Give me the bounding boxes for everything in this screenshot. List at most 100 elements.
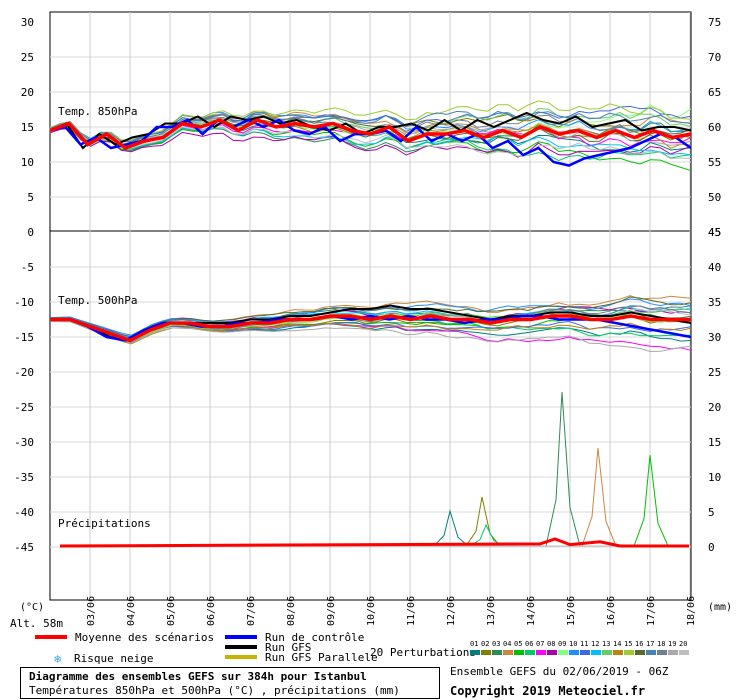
- y-tick-right: 70: [708, 51, 721, 64]
- y-tick-right: 60: [708, 121, 721, 134]
- perturbation-swatch: [635, 650, 645, 655]
- legend-mean-label: Moyenne des scénarios: [75, 631, 214, 644]
- legend-snow-label: Risque neige: [74, 652, 153, 665]
- y-tick-right: 65: [708, 86, 721, 99]
- x-tick-label: 06/06: [206, 596, 217, 626]
- perturbation-number: 19: [668, 640, 676, 648]
- perturbation-number: 15: [624, 640, 632, 648]
- x-tick-label: 05/06: [166, 596, 177, 626]
- y-tick-left: -10: [14, 296, 34, 309]
- gfs-line-850: [49, 111, 692, 150]
- perturbation-number: 06: [525, 640, 533, 648]
- labels: Temp. 850hPa Temp. 500hPa Précipitations: [58, 105, 151, 530]
- y-tick-left: 15: [21, 121, 34, 134]
- x-tick-label: 17/06: [646, 596, 657, 626]
- main-lines: [49, 111, 692, 548]
- perturbation-swatch: [679, 650, 689, 655]
- perturbation-number: 05: [514, 640, 522, 648]
- perturbation-number: 16: [635, 640, 643, 648]
- panel-label-850: Temp. 850hPa: [58, 105, 137, 118]
- perturbation-number: 20: [679, 640, 687, 648]
- x-tick-label: 09/06: [326, 596, 337, 626]
- x-tick-label: 14/06: [526, 596, 537, 626]
- perturbation-number: 02: [481, 640, 489, 648]
- perturbation-swatch: [547, 650, 557, 655]
- perturbation-swatch: [602, 650, 612, 655]
- perturbation-swatch: [613, 650, 623, 655]
- y-tick-right: 55: [708, 156, 721, 169]
- mean-line-850: [49, 118, 692, 150]
- perturbation-swatch: [657, 650, 667, 655]
- y-tick-right: 10: [708, 471, 721, 484]
- chart-title: Diagramme des ensembles GEFS sur 384h po…: [29, 670, 367, 683]
- y-tick-right: 20: [708, 401, 721, 414]
- x-tick-label: 11/06: [406, 596, 417, 626]
- left-axis-unit: (°C): [20, 602, 44, 613]
- y-tick-left: 10: [21, 156, 34, 169]
- y-tick-right: 35: [708, 296, 721, 309]
- y-tick-right: 0: [708, 541, 715, 554]
- perturbation-number: 09: [558, 640, 566, 648]
- perturbation-swatch: [624, 650, 634, 655]
- y-tick-right: 45: [708, 226, 721, 239]
- mean-line-500: [50, 314, 691, 343]
- perturbation-number: 01: [470, 640, 478, 648]
- pert-line-850: [49, 105, 692, 142]
- x-tick-label: 04/06: [126, 596, 137, 626]
- perturbation-swatch: [492, 650, 502, 655]
- perturbation-number: 10: [569, 640, 577, 648]
- perturbation-number: 12: [591, 640, 599, 648]
- perturbation-swatch: [558, 650, 568, 655]
- y-tick-right: 30: [708, 331, 721, 344]
- y-tick-left: 20: [21, 86, 34, 99]
- perturbation-number: 14: [613, 640, 621, 648]
- perturbation-swatch: [668, 650, 678, 655]
- right-axis-unit: (mm): [708, 602, 732, 613]
- y-tick-left: -35: [14, 471, 34, 484]
- perturbation-swatch: [536, 650, 546, 655]
- pert-line-500: [49, 320, 692, 345]
- y-tick-right: 5: [708, 506, 715, 519]
- perturbation-swatch: [646, 650, 656, 655]
- y-tick-left: 30: [21, 16, 34, 29]
- perturbation-number: 17: [646, 640, 654, 648]
- y-tick-left: -20: [14, 366, 34, 379]
- perturbation-swatch: [569, 650, 579, 655]
- copyright: Copyright 2019 Meteociel.fr: [450, 684, 646, 698]
- perturbation-swatch: [580, 650, 590, 655]
- legend-perturbations-label: 20 Perturbations: [370, 646, 476, 659]
- pert-line-850: [49, 100, 692, 141]
- perturbation-number: 08: [547, 640, 555, 648]
- x-tick-label: 15/06: [566, 596, 577, 626]
- y-tick-right: 50: [708, 191, 721, 204]
- pert-line-850: [49, 127, 692, 158]
- x-tick-label: 12/06: [446, 596, 457, 626]
- perturbation-swatch: [525, 650, 535, 655]
- pert-line-850: [49, 126, 692, 160]
- legend: Moyenne des scénarios Run de contrôleRun …: [35, 631, 689, 666]
- x-tick-label: 10/06: [366, 596, 377, 626]
- snowflake-icon: ❄: [54, 652, 61, 666]
- perturbation-number: 13: [602, 640, 610, 648]
- y-tick-left: -30: [14, 436, 34, 449]
- x-tick-label: 16/06: [606, 596, 617, 626]
- panel-label-500: Temp. 500hPa: [58, 294, 137, 307]
- legend-gfs-parallel-label: Run GFS Parallele: [265, 651, 378, 664]
- y-tick-right: 75: [708, 16, 721, 29]
- y-tick-left: -15: [14, 331, 34, 344]
- perturbation-number: 11: [580, 640, 588, 648]
- panel-label-precip: Précipitations: [58, 517, 151, 530]
- x-tick-label: 08/06: [286, 596, 297, 626]
- perturbation-swatch: [503, 650, 513, 655]
- ensemble-run-label: Ensemble GEFS du 02/06/2019 - 06Z: [450, 665, 669, 678]
- y-tick-right: 15: [708, 436, 721, 449]
- perturbation-swatch: [481, 650, 491, 655]
- pert-line-850: [49, 110, 692, 143]
- x-tick-label: 18/06: [686, 596, 697, 626]
- pert-line-850: [49, 127, 692, 172]
- chart-subtitle: Températures 850hPa et 500hPa (°C) , pré…: [29, 684, 400, 697]
- mean-line-precip: [59, 537, 689, 548]
- altitude-label: Alt. 58m: [10, 617, 63, 630]
- perturbation-number: 03: [492, 640, 500, 648]
